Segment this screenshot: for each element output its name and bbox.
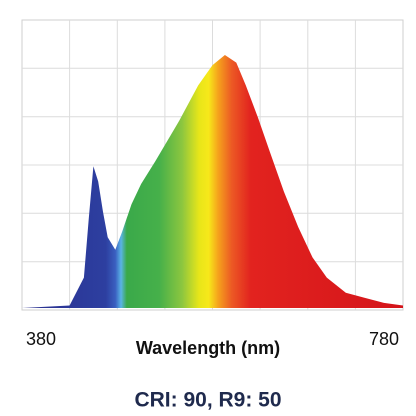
spectrum-area (22, 55, 403, 308)
annotation: CRI: 90, R9: 50 (134, 389, 281, 412)
x-tick-label: 380 (26, 329, 56, 349)
x-axis-label: Wavelength (nm) (136, 338, 280, 358)
x-tick-label: 780 (369, 329, 399, 349)
